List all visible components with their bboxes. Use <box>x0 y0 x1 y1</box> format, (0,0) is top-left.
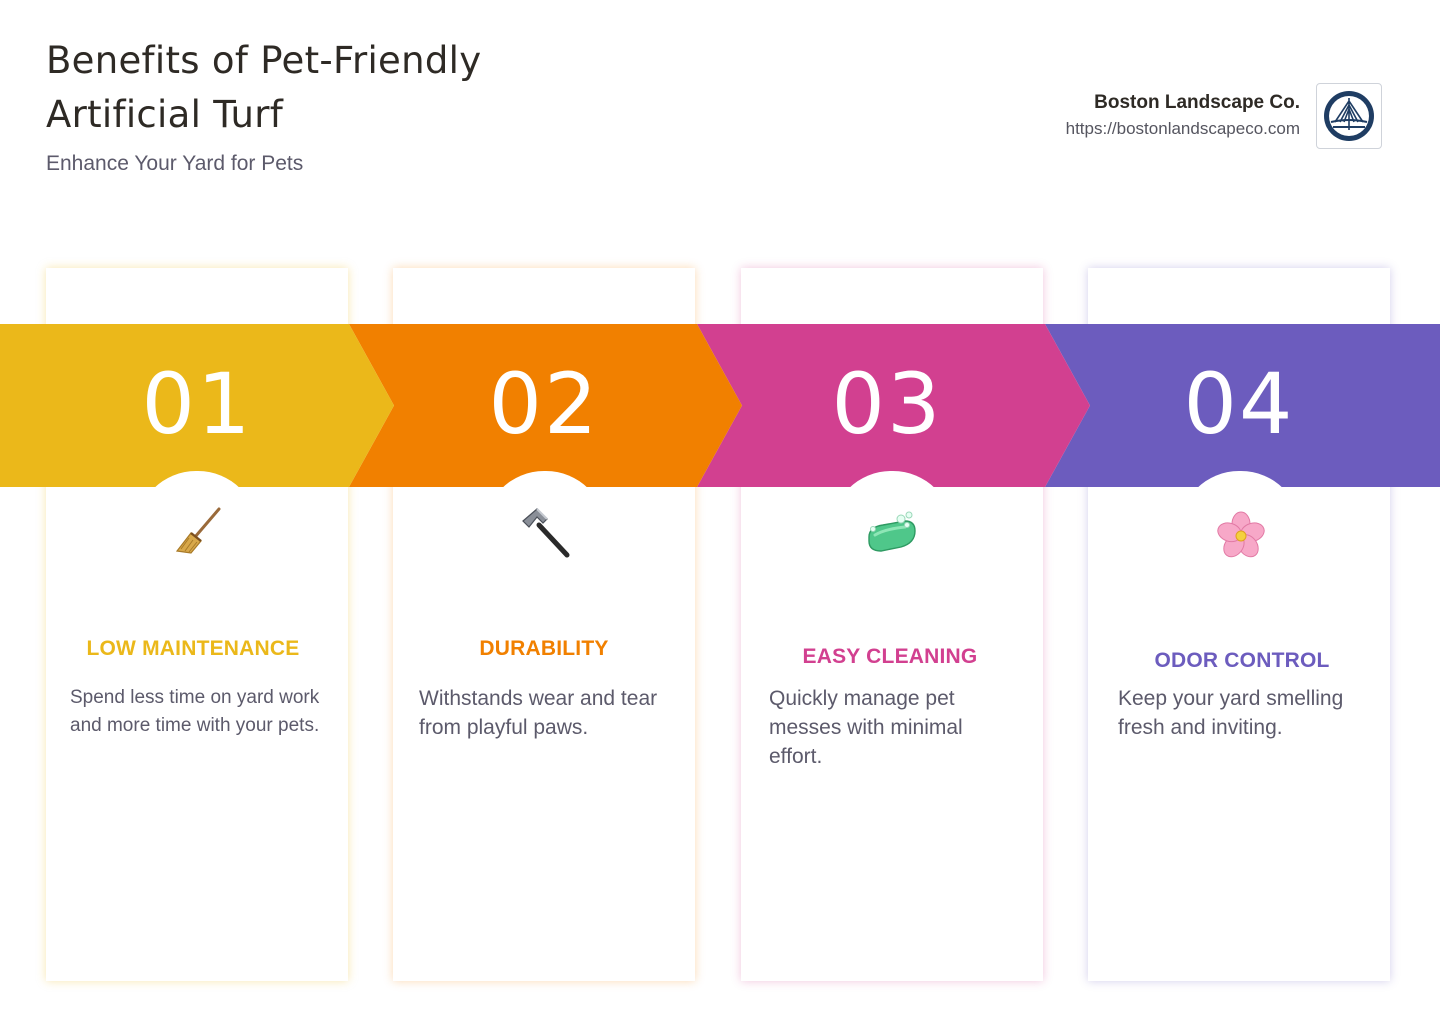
page-subtitle: Enhance Your Yard for Pets <box>46 152 304 175</box>
chevron-segment-1 <box>0 324 394 487</box>
soap-icon <box>861 505 921 565</box>
step-number-4: 04 <box>1183 355 1295 453</box>
brand-url[interactable]: https://bostonlandscapeco.com <box>1065 119 1300 138</box>
step-title-1: LOW MAINTENANCE <box>86 637 300 660</box>
bridge-logo-icon <box>1316 83 1382 149</box>
brand-block: Boston Landscape Co. https://bostonlands… <box>1066 90 1300 142</box>
chevron-segment-4 <box>1045 324 1440 487</box>
step-text-4: Keep your yard smelling fresh and inviti… <box>1118 687 1344 739</box>
step-number-3: 03 <box>831 355 943 453</box>
blossom-icon <box>1211 505 1271 565</box>
step-text-3: Quickly manage pet messes with minimal e… <box>769 687 963 768</box>
hammer-icon <box>515 505 575 565</box>
broom-icon <box>167 505 227 565</box>
step-text-1: Spend less time on yard work and more ti… <box>70 687 320 736</box>
step-number-2: 02 <box>488 355 600 453</box>
step-number-1: 01 <box>141 355 253 453</box>
step-text-2: Withstands wear and tear from playful pa… <box>419 687 658 739</box>
page-title: Benefits of Pet-Friendly Artificial Turf <box>46 39 482 136</box>
brand-name: Boston Landscape Co. <box>1094 92 1300 113</box>
chevron-segment-3 <box>697 324 1090 487</box>
step-title-4: ODOR CONTROL <box>1154 649 1330 672</box>
chevron-segment-2 <box>349 324 742 487</box>
chevron-band <box>0 324 1440 487</box>
step-title-2: DURABILITY <box>479 637 609 660</box>
step-title-3: EASY CLEANING <box>802 645 978 668</box>
